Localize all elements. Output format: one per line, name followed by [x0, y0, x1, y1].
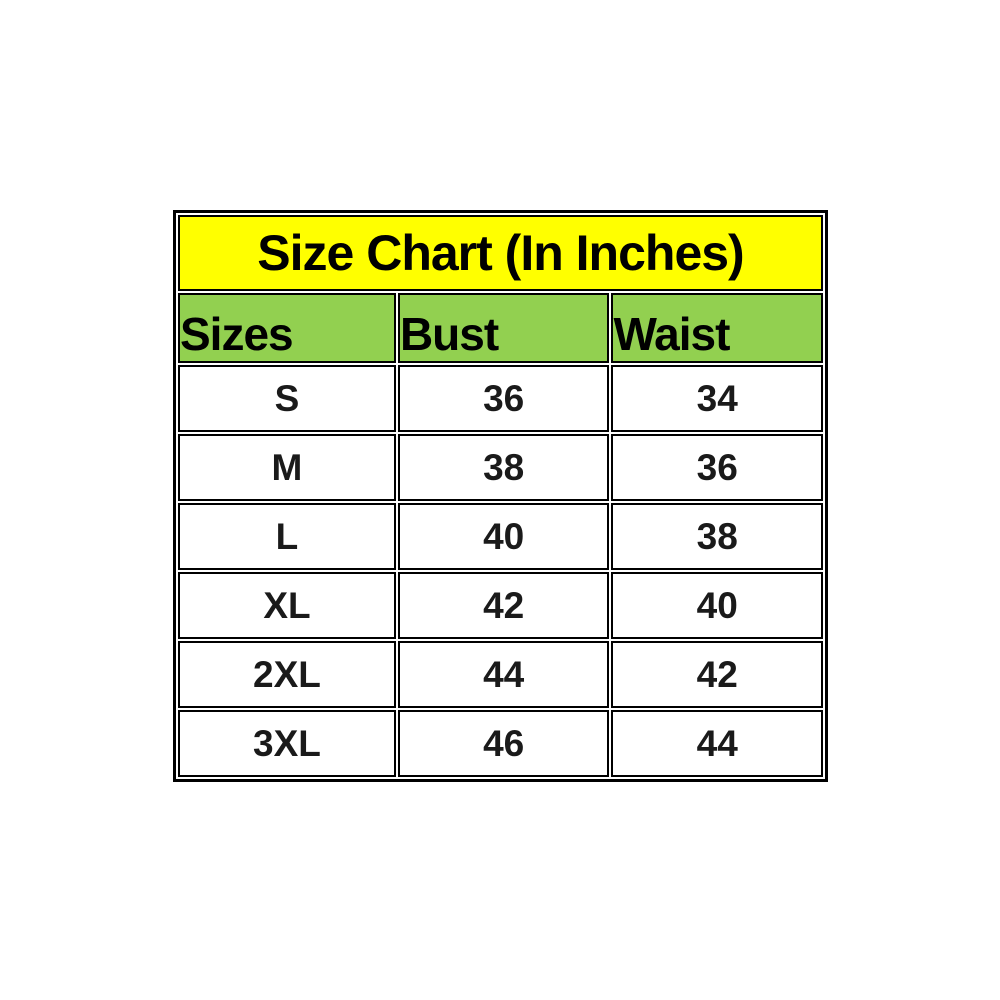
table-row: M 38 36 [178, 434, 823, 501]
table-row: 3XL 46 44 [178, 710, 823, 777]
bust-value: 36 [397, 365, 610, 432]
bust-value: 40 [397, 503, 610, 570]
table-row: XL 42 40 [178, 572, 823, 639]
waist-value: 36 [611, 434, 823, 501]
waist-value: 42 [611, 641, 823, 708]
waist-value: 34 [611, 365, 823, 432]
table-title: Size Chart (In Inches) [178, 215, 823, 291]
table-row: S 36 34 [178, 365, 823, 432]
size-value: S [178, 365, 396, 432]
size-value: L [178, 503, 396, 570]
header-row: Sizes Bust Waist [178, 293, 823, 363]
bust-value: 42 [397, 572, 610, 639]
waist-value: 40 [611, 572, 823, 639]
size-value: M [178, 434, 396, 501]
size-value: 2XL [178, 641, 396, 708]
table-row: 2XL 44 42 [178, 641, 823, 708]
column-header-sizes: Sizes [178, 293, 396, 363]
size-chart-table: Size Chart (In Inches) Sizes Bust Waist … [173, 210, 828, 782]
waist-value: 44 [611, 710, 823, 777]
waist-value: 38 [611, 503, 823, 570]
size-value: 3XL [178, 710, 396, 777]
table-row: L 40 38 [178, 503, 823, 570]
bust-value: 44 [397, 641, 610, 708]
size-value: XL [178, 572, 396, 639]
bust-value: 46 [397, 710, 610, 777]
column-header-bust: Bust [397, 293, 610, 363]
title-row: Size Chart (In Inches) [178, 215, 823, 291]
column-header-waist: Waist [611, 293, 823, 363]
bust-value: 38 [397, 434, 610, 501]
